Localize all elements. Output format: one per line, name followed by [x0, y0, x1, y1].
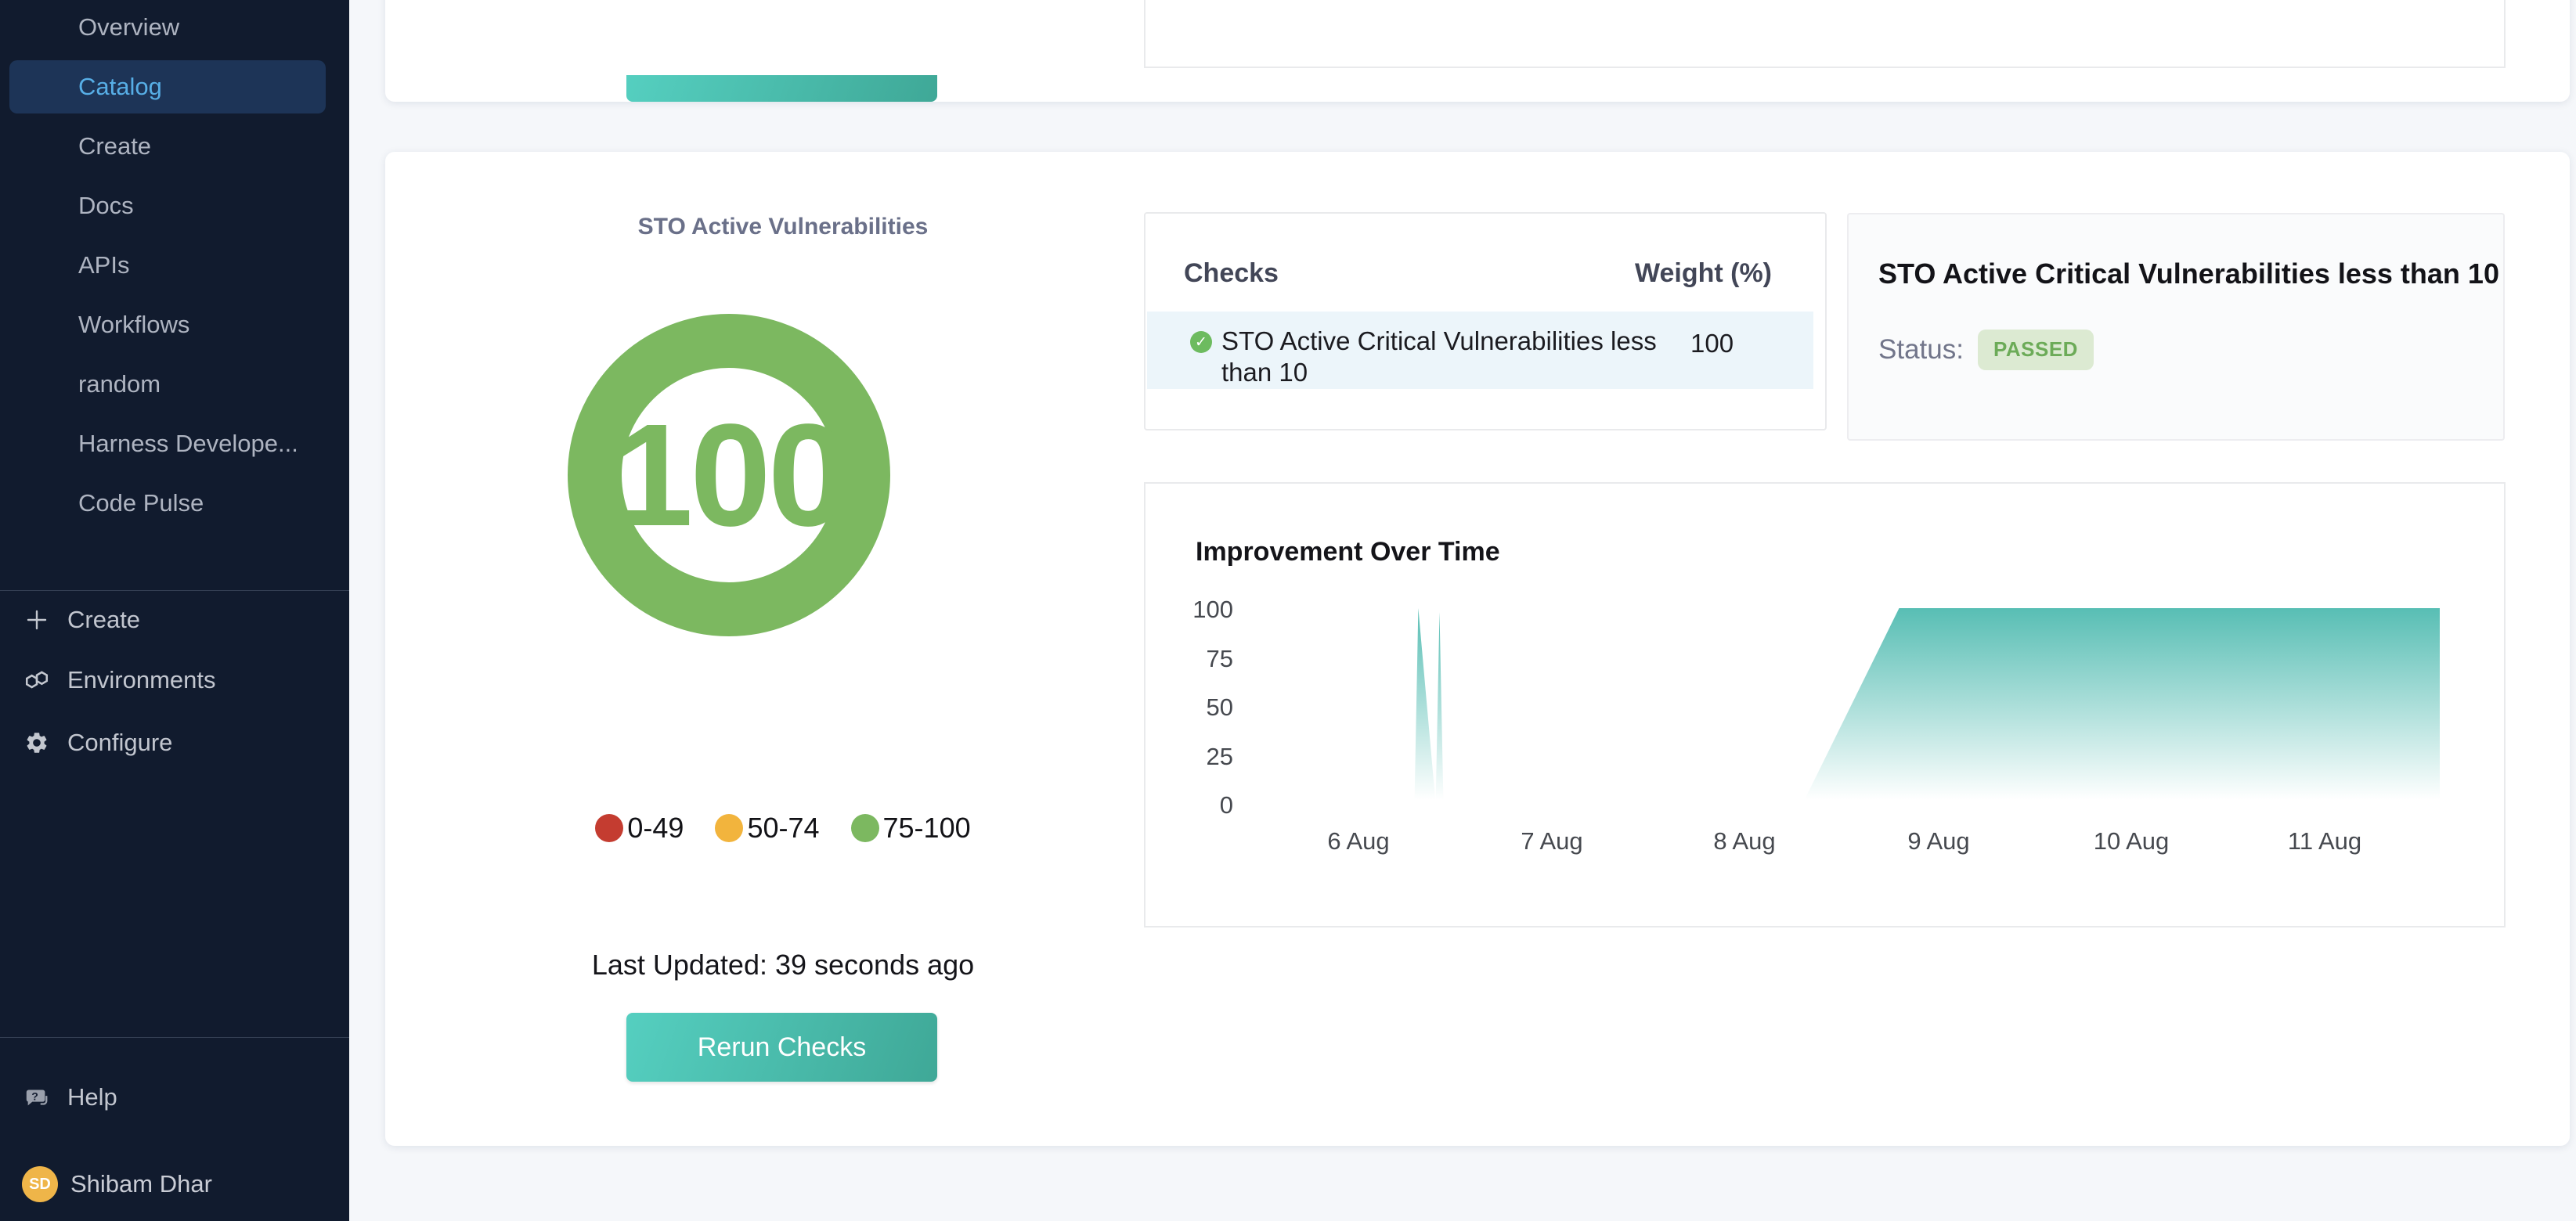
sidebar-user[interactable]: SD Shibam Dhar: [0, 1158, 349, 1211]
x-tick-label: 6 Aug: [1327, 827, 1390, 855]
sidebar-action-configure[interactable]: Configure: [0, 716, 349, 769]
y-tick-label: 25: [1206, 743, 1233, 770]
legend-item: 75-100: [850, 812, 971, 845]
score-legend: 0-49 50-74 75-100: [509, 808, 1057, 848]
sidebar: Overview Catalog Create Docs APIs Workfl…: [0, 0, 349, 1221]
sidebar-item-label: random: [78, 370, 161, 398]
environments-icon: [23, 667, 50, 693]
check-detail-title: STO Active Critical Vulnerabilities less…: [1878, 258, 2499, 290]
score-area-series: [1243, 608, 2440, 804]
weight-column-header: Weight (%): [1634, 258, 1772, 288]
x-tick-label: 10 Aug: [2093, 827, 2170, 855]
avatar: SD: [22, 1166, 58, 1202]
previous-scorecard-card-partial: [385, 0, 2570, 102]
sidebar-item-overview[interactable]: Overview: [9, 1, 326, 54]
y-tick-label: 50: [1206, 693, 1233, 721]
sidebar-item-label: APIs: [78, 251, 130, 279]
score-gauge: 100: [568, 314, 890, 636]
scorecard-card: STO Active Vulnerabilities 100 0-49 50-7…: [385, 152, 2570, 1146]
legend-item: 50-74: [715, 812, 820, 845]
status-row: Status: PASSED: [1878, 329, 2094, 370]
sidebar-item-label: Harness Develope...: [78, 430, 298, 457]
user-name: Shibam Dhar: [70, 1170, 212, 1198]
sidebar-item-docs[interactable]: Docs: [9, 179, 326, 232]
sidebar-item-label: Code Pulse: [78, 489, 204, 517]
legend-swatch-green: [850, 814, 879, 842]
status-badge: PASSED: [1977, 329, 2094, 370]
x-tick-label: 7 Aug: [1521, 827, 1583, 855]
check-detail-panel: STO Active Critical Vulnerabilities less…: [1847, 213, 2505, 441]
rerun-checks-button-partial[interactable]: [626, 75, 937, 102]
x-tick-label: 9 Aug: [1907, 827, 1970, 855]
sidebar-action-label: Configure: [67, 729, 173, 756]
legend-label: 0-49: [627, 812, 684, 844]
last-updated-text: Last Updated: 39 seconds ago: [591, 949, 975, 981]
y-tick-label: 100: [1192, 596, 1233, 623]
svg-text:?: ?: [31, 1090, 38, 1103]
y-tick-label: 75: [1206, 645, 1233, 672]
rerun-checks-button[interactable]: Rerun Checks: [626, 1013, 937, 1082]
improvement-chart-panel: Improvement Over Time 100 75 50 25 0 6 A…: [1144, 482, 2506, 927]
sidebar-item-apis[interactable]: APIs: [9, 239, 326, 292]
chart-title: Improvement Over Time: [1196, 537, 1500, 567]
check-name: STO Active Critical Vulnerabilities less…: [1221, 326, 1657, 387]
sidebar-item-create[interactable]: Create: [9, 120, 326, 173]
legend-label: 75-100: [882, 812, 971, 844]
x-tick-label: 8 Aug: [1713, 827, 1776, 855]
gear-icon: [23, 729, 50, 756]
check-pass-icon: ✓: [1190, 331, 1212, 353]
legend-swatch-amber: [715, 814, 744, 842]
sidebar-help[interactable]: ? Help: [0, 1071, 349, 1124]
sidebar-item-label: Overview: [78, 13, 180, 41]
sidebar-item-label: Workflows: [78, 311, 190, 338]
status-label: Status:: [1878, 333, 1964, 365]
sidebar-item-workflows[interactable]: Workflows: [9, 298, 326, 351]
sidebar-action-create[interactable]: Create: [0, 593, 349, 647]
checks-column-header: Checks: [1184, 258, 1279, 288]
sidebar-item-code-pulse[interactable]: Code Pulse: [9, 477, 326, 530]
sidebar-action-label: Create: [67, 606, 141, 633]
help-icon: ?: [23, 1084, 50, 1111]
legend-swatch-red: [595, 814, 624, 842]
sidebar-divider: [0, 590, 349, 591]
sidebar-item-harness-developer[interactable]: Harness Develope...: [9, 417, 326, 470]
sidebar-item-label: Docs: [78, 192, 134, 219]
sidebar-action-environments[interactable]: Environments: [0, 654, 349, 707]
table-row[interactable]: ✓ STO Active Critical Vulnerabilities le…: [1147, 312, 1813, 389]
sidebar-divider: [0, 1037, 349, 1038]
x-tick-label: 11 Aug: [2287, 827, 2362, 855]
score-value: 100: [612, 394, 849, 556]
sidebar-item-label: Create: [78, 132, 152, 160]
y-tick-label: 0: [1219, 791, 1233, 819]
legend-item: 0-49: [595, 812, 684, 845]
sidebar-action-label: Environments: [67, 666, 216, 693]
check-weight: 100: [1690, 329, 1734, 358]
checks-table: Checks Weight (%) ✓ STO Active Critical …: [1144, 212, 1827, 430]
plus-icon: [23, 607, 50, 633]
sidebar-item-catalog[interactable]: Catalog: [9, 60, 326, 113]
sidebar-item-random[interactable]: random: [9, 358, 326, 411]
help-label: Help: [67, 1083, 117, 1111]
area-chart-plot: [1243, 608, 2440, 804]
checks-panel-partial: [1144, 0, 2506, 68]
legend-label: 50-74: [747, 812, 820, 844]
sidebar-item-label: Catalog: [78, 73, 162, 100]
scorecard-title: STO Active Vulnerabilities: [637, 214, 929, 240]
